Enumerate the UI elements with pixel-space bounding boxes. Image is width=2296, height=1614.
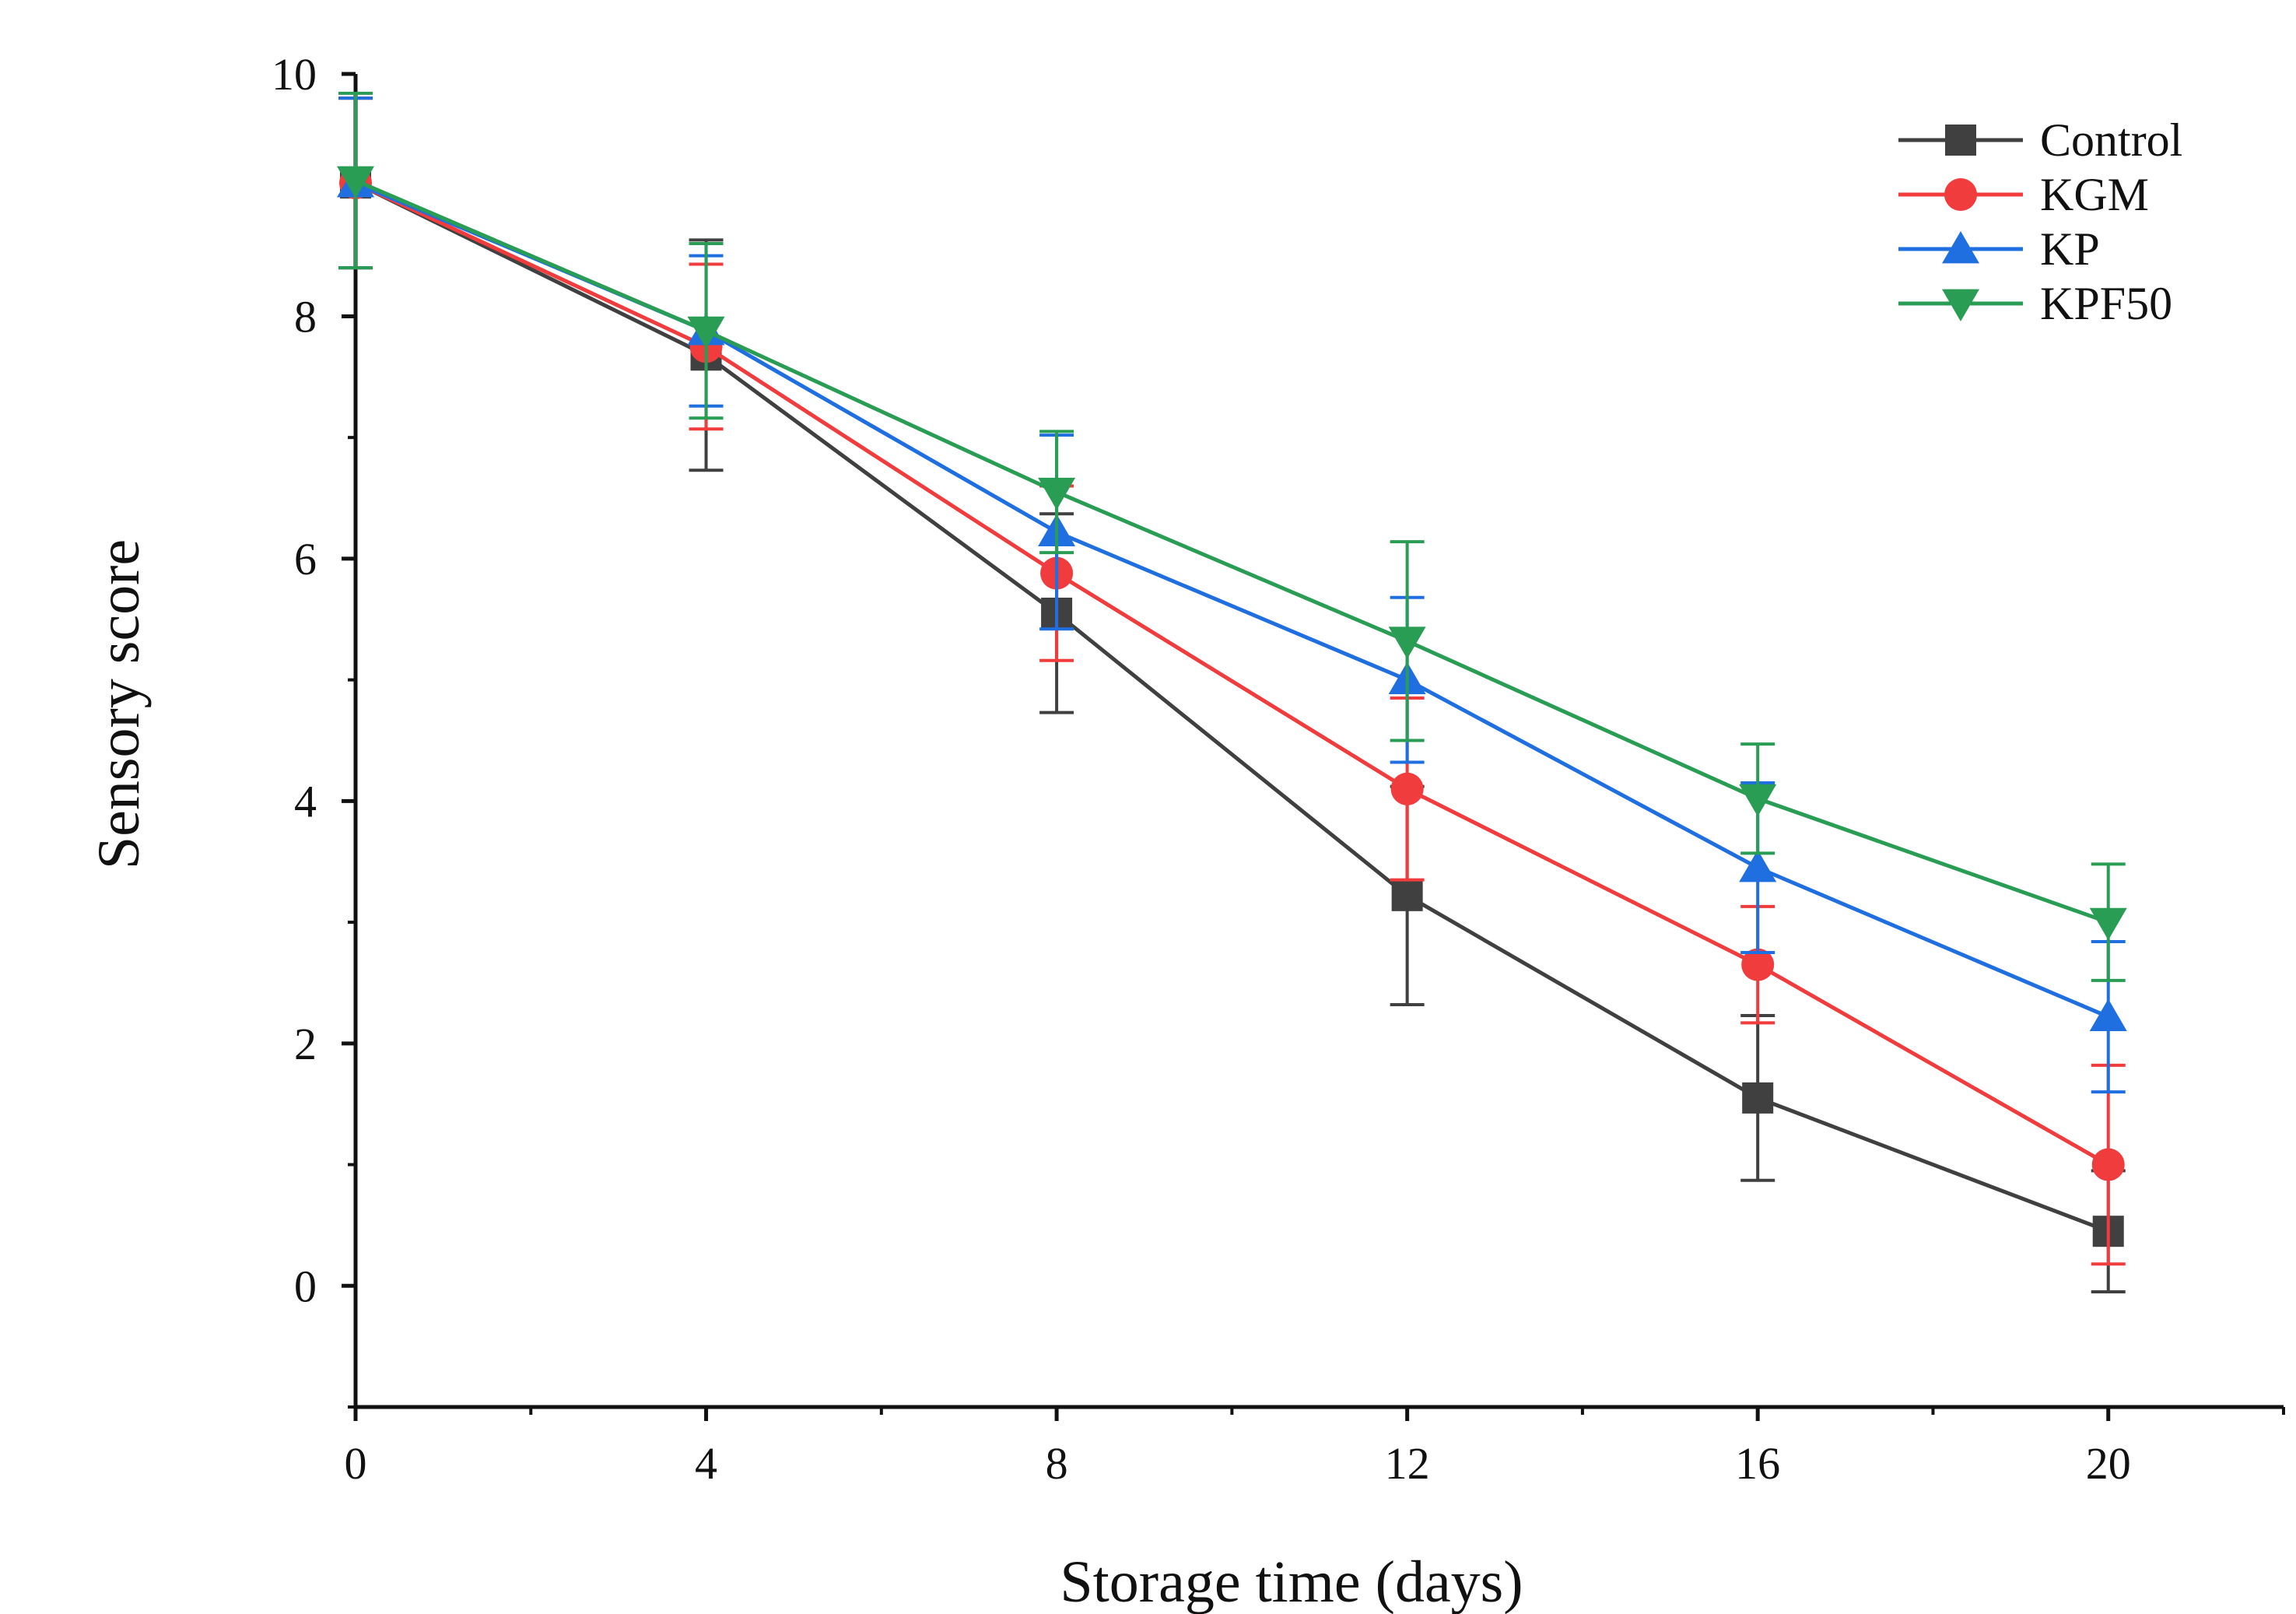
data-point-kgm bbox=[2091, 1148, 2125, 1181]
legend-marker bbox=[1942, 289, 1979, 321]
legend-marker bbox=[1945, 125, 1976, 156]
legend-item-control: Control bbox=[1898, 114, 2182, 166]
y-tick-label-10: 10 bbox=[272, 49, 317, 100]
data-point-kpf50 bbox=[337, 166, 374, 199]
series-kpf50 bbox=[337, 91, 2127, 982]
x-tick-label-12: 12 bbox=[1385, 1438, 1430, 1489]
data-point-kpf50 bbox=[1388, 626, 1426, 659]
data-point-kgm bbox=[1741, 948, 1775, 981]
data-point-kpf50 bbox=[687, 316, 725, 349]
legend-item-kgm: KGM bbox=[1898, 169, 2149, 220]
legend-label: Control bbox=[2040, 114, 2182, 166]
legend-label: KPF50 bbox=[2040, 278, 2172, 329]
x-axis-title: Storage time (days) bbox=[1060, 1549, 1523, 1614]
series-kp bbox=[337, 96, 2127, 1094]
data-point-kp bbox=[2089, 998, 2127, 1031]
legend-item-kp: KP bbox=[1898, 223, 2100, 275]
x-tick-label-16: 16 bbox=[1735, 1438, 1780, 1489]
y-tick-label-6: 6 bbox=[294, 534, 317, 584]
legend-label: KP bbox=[2040, 223, 2100, 275]
y-tick-label-4: 4 bbox=[294, 776, 317, 826]
legend-marker bbox=[1942, 231, 1979, 264]
data-point-kpf50 bbox=[1739, 784, 1777, 817]
x-tick-label-20: 20 bbox=[2086, 1438, 2131, 1489]
data-point-kpf50 bbox=[2089, 907, 2127, 941]
x-tick-label-8: 8 bbox=[1046, 1438, 1068, 1489]
series-control bbox=[338, 96, 2126, 1294]
series-line-control bbox=[354, 181, 2109, 1233]
legend-marker bbox=[1944, 178, 1977, 211]
y-tick-label-0: 0 bbox=[294, 1261, 317, 1311]
data-point-control bbox=[1391, 879, 1423, 911]
data-point-kpf50 bbox=[1038, 477, 1076, 511]
x-tick-label-0: 0 bbox=[345, 1438, 367, 1489]
series-line-kgm bbox=[354, 181, 2109, 1167]
series-line-kp bbox=[355, 181, 2109, 1019]
y-tick-label-8: 8 bbox=[294, 291, 317, 342]
data-point-kgm bbox=[1390, 772, 1424, 805]
series-line-kpf50 bbox=[355, 178, 2109, 925]
legend-item-kpf50: KPF50 bbox=[1898, 278, 2172, 329]
x-tick-label-4: 4 bbox=[695, 1438, 717, 1489]
legend-label: KGM bbox=[2040, 169, 2149, 220]
data-point-kp bbox=[1739, 850, 1777, 882]
data-point-control bbox=[1742, 1082, 1774, 1114]
y-axis-title: Sensory score bbox=[86, 539, 152, 869]
y-tick-label-2: 2 bbox=[294, 1019, 317, 1069]
series-kgm bbox=[338, 96, 2126, 1266]
